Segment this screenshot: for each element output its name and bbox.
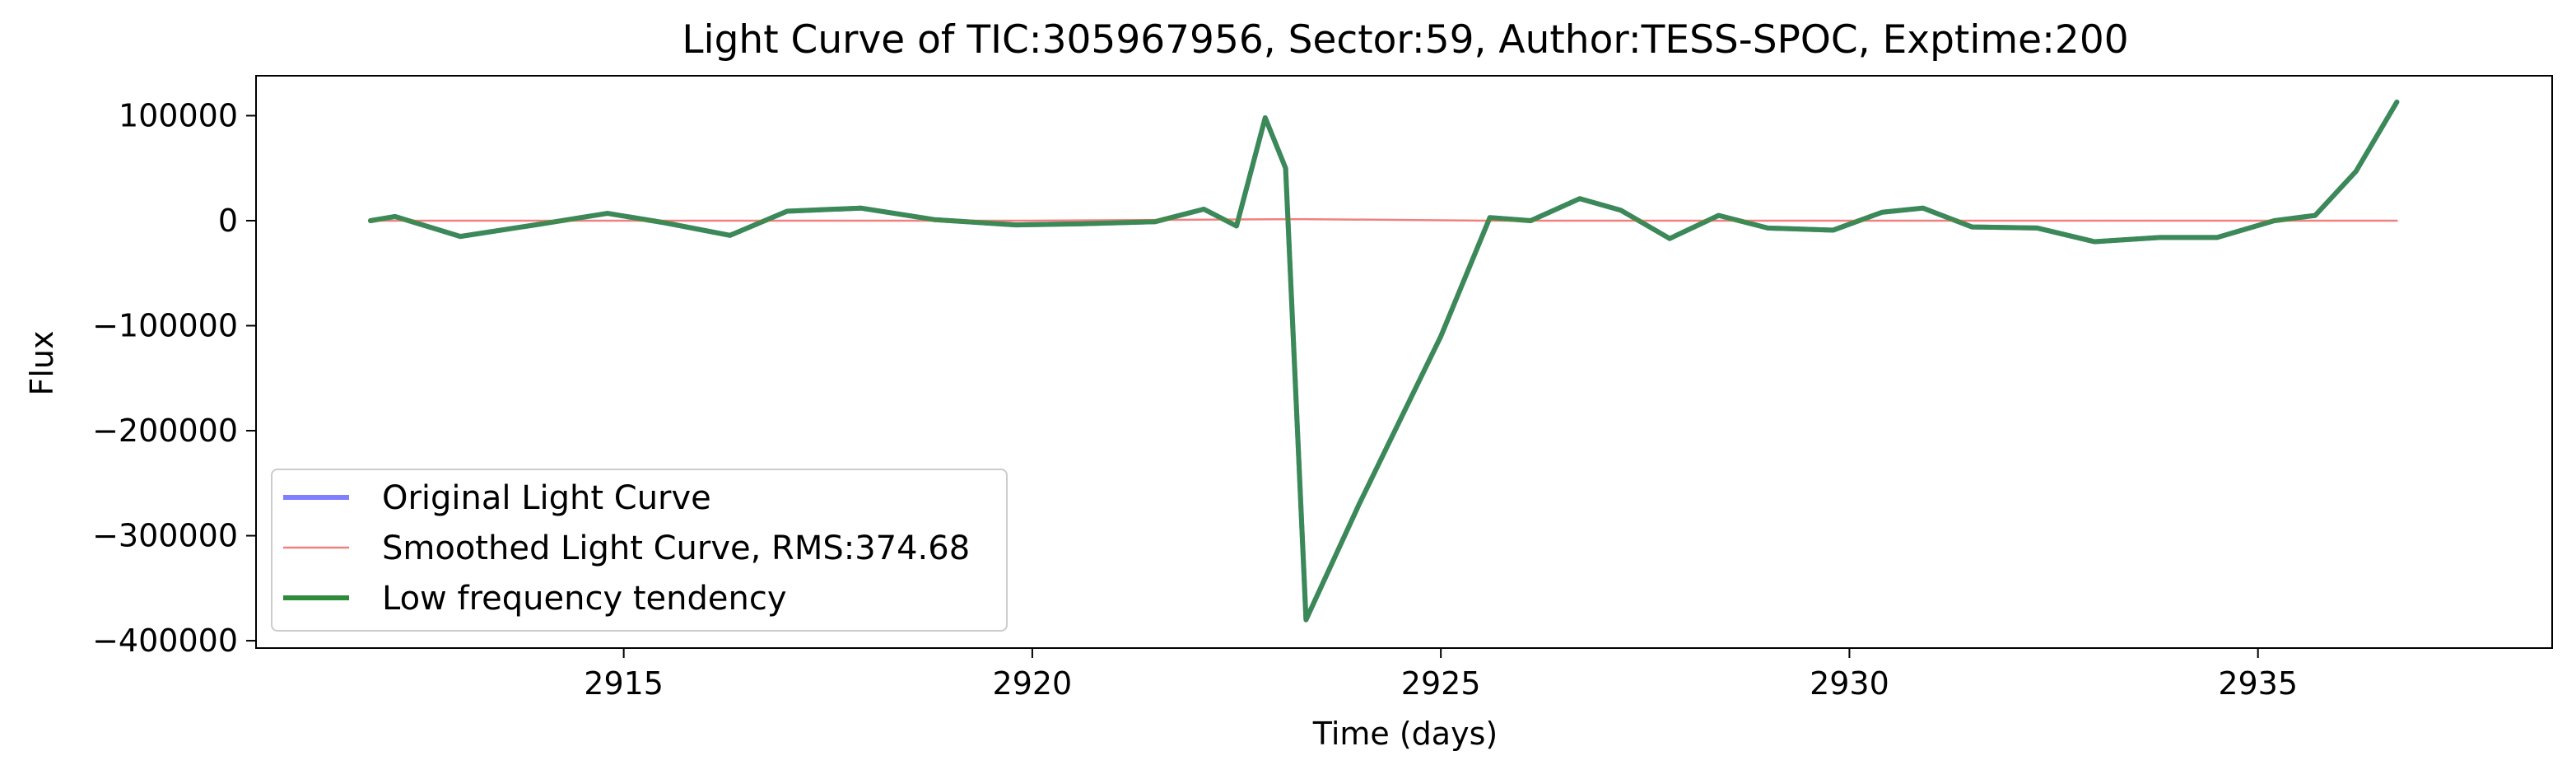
y-tick-label: 100000: [119, 97, 238, 133]
plot-frame: [255, 75, 2553, 649]
x-tick-label: 2925: [1401, 665, 1481, 702]
series-layer: [368, 99, 2400, 623]
y-tick-label: 0: [218, 203, 238, 239]
legend-label: Smoothed Light Curve, RMS:374.68: [382, 529, 970, 567]
x-axis-ticks: 2915 2920 2925 2930 2935: [584, 648, 2298, 702]
series-line-2: [369, 217, 2398, 222]
y-tick-label: −300000: [92, 518, 238, 554]
x-tick-label: 2935: [2218, 665, 2298, 702]
y-axis-label: Flux: [24, 331, 60, 396]
x-axis-label: Time (days): [1312, 716, 1498, 752]
y-tick-label: −200000: [92, 413, 238, 449]
chart-title: Light Curve of TIC:305967956, Sector:59,…: [682, 17, 2128, 63]
y-axis-ticks: 100000 0 −100000 −200000 −300000 −400000: [92, 97, 256, 659]
legend-label: Original Light Curve: [382, 479, 711, 517]
legend-label: Low frequency tendency: [382, 580, 786, 618]
chart-legend: Original Light Curve Smoothed Light Curve…: [271, 469, 1008, 632]
x-tick-label: 2915: [584, 665, 664, 702]
y-tick-label: −100000: [92, 308, 238, 344]
series-line-3: [368, 99, 2400, 623]
legend-box: [271, 469, 1008, 632]
y-tick-label: −400000: [92, 623, 238, 659]
x-tick-label: 2930: [1810, 665, 1889, 702]
x-tick-label: 2920: [993, 665, 1073, 702]
